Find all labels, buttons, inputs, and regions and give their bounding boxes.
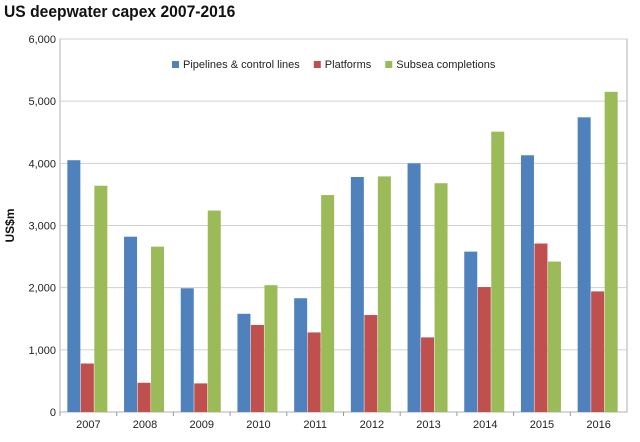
bar-0-2007 <box>67 160 81 412</box>
x-tick-label: 2008 <box>133 419 157 431</box>
bar-0-2016 <box>577 117 591 412</box>
x-tick-label: 2011 <box>303 419 327 431</box>
legend-label: Platforms <box>325 59 372 71</box>
chart-title: US deepwater capex 2007-2016 <box>4 2 236 21</box>
legend-label: Subsea completions <box>396 59 496 71</box>
legend-swatch <box>385 61 393 68</box>
bar-1-2008 <box>137 382 151 412</box>
bar-0-2008 <box>124 236 138 412</box>
bar-1-2013 <box>421 337 435 412</box>
bar-2-2008 <box>151 246 165 412</box>
x-tick-label: 2009 <box>190 419 214 431</box>
bar-0-2009 <box>180 288 194 412</box>
legend-swatch <box>313 61 321 68</box>
bar-2-2009 <box>207 210 221 412</box>
bar-1-2011 <box>307 332 321 412</box>
bar-0-2015 <box>520 155 534 413</box>
x-tick-label: 2014 <box>473 419 497 431</box>
bar-0-2010 <box>237 313 251 412</box>
bar-1-2016 <box>591 291 605 412</box>
bar-2-2015 <box>547 261 561 412</box>
bar-0-2011 <box>294 298 308 412</box>
y-tick-label: 1,000 <box>28 345 56 357</box>
y-tick-label: 6,000 <box>28 34 56 46</box>
bar-2-2007 <box>94 185 108 412</box>
x-tick-label: 2016 <box>586 419 610 431</box>
x-tick-label: 2013 <box>416 419 440 431</box>
bar-1-2014 <box>477 287 491 412</box>
bar-1-2012 <box>364 315 378 412</box>
bar-1-2009 <box>194 383 208 412</box>
legend-label: Pipelines & control lines <box>183 59 300 71</box>
x-tick-label: 2010 <box>246 419 270 431</box>
y-tick-label: 3,000 <box>28 221 56 233</box>
bar-2-2016 <box>604 91 618 412</box>
y-axis-label: US$m <box>3 208 17 242</box>
bar-2-2010 <box>264 285 278 412</box>
x-tick-label: 2007 <box>76 419 100 431</box>
x-tick-label: 2012 <box>360 419 384 431</box>
bar-2-2013 <box>434 183 448 412</box>
bar-0-2013 <box>407 163 421 412</box>
bar-2-2012 <box>377 176 391 412</box>
legend-swatch <box>172 61 179 68</box>
bar-0-2012 <box>350 177 364 412</box>
x-tick-label: 2015 <box>530 419 554 431</box>
y-tick-label: 5,000 <box>28 96 56 108</box>
y-tick-label: 0 <box>50 407 56 419</box>
bar-0-2014 <box>464 251 478 412</box>
y-tick-label: 2,000 <box>28 283 56 295</box>
bar-1-2015 <box>534 243 548 412</box>
bar-1-2007 <box>80 363 94 412</box>
bar-2-2014 <box>491 131 505 412</box>
bar-1-2010 <box>250 324 264 412</box>
y-tick-label: 4,000 <box>28 158 56 170</box>
bar-2-2011 <box>321 195 335 412</box>
